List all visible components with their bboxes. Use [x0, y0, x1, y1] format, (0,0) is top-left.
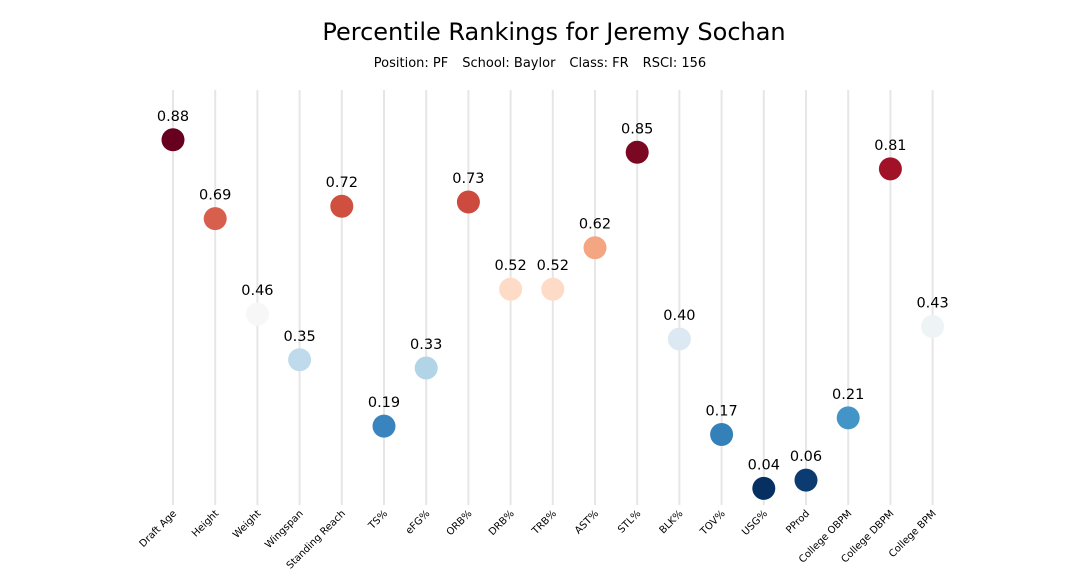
data-point: [203, 207, 227, 231]
data-point: [372, 414, 396, 438]
data-point: [583, 236, 607, 260]
position-info: Position: PF: [373, 56, 449, 71]
x-tick-label: BLK%: [658, 508, 686, 536]
data-point: [541, 277, 565, 301]
x-tick-label: PProd: [784, 508, 812, 536]
value-label: 0.21: [832, 387, 864, 403]
data-point: [878, 157, 902, 181]
value-label: 0.19: [368, 395, 400, 411]
value-label: 0.04: [748, 457, 780, 473]
value-label: 0.17: [705, 403, 737, 419]
value-label: 0.69: [199, 188, 231, 204]
data-point: [161, 128, 185, 152]
value-label: 0.43: [916, 296, 948, 312]
value-label: 0.52: [537, 258, 569, 274]
value-label: 0.73: [452, 171, 484, 187]
x-tick-label: TRB%: [530, 508, 559, 537]
value-label: 0.72: [326, 175, 358, 191]
value-label: 0.33: [410, 337, 442, 353]
value-label: 0.88: [157, 109, 189, 125]
data-point: [794, 468, 818, 492]
data-point: [414, 356, 438, 380]
value-label: 0.62: [579, 217, 611, 233]
x-tick-label: AST%: [573, 508, 601, 536]
x-tick-label: DRB%: [487, 508, 517, 538]
value-label: 0.46: [241, 283, 273, 299]
value-label: 0.40: [663, 308, 695, 324]
data-point: [499, 277, 523, 301]
x-tick-label: TS%: [366, 508, 390, 532]
data-point: [710, 422, 734, 446]
value-label: 0.85: [621, 121, 653, 137]
value-label: 0.81: [874, 138, 906, 154]
x-tick-label: eFG%: [404, 508, 432, 536]
class-info: Class: FR: [569, 56, 629, 71]
chart-title: Percentile Rankings for Jeremy Sochan: [322, 18, 786, 46]
data-point: [245, 302, 269, 326]
data-point: [288, 348, 312, 372]
data-point: [836, 406, 860, 430]
rsci-info: RSCI: 156: [642, 56, 707, 71]
markers: [161, 128, 945, 500]
x-tick-label: TOV%: [698, 508, 728, 538]
value-label: 0.52: [494, 258, 526, 274]
x-tick-label: ORB%: [445, 508, 475, 538]
data-point: [330, 194, 354, 218]
x-tick-label: Height: [190, 508, 221, 539]
x-tick-label: Weight: [231, 508, 263, 540]
data-point: [456, 190, 480, 214]
chart-subtitle: Position: PF School: Baylor Class: FR RSCI:…: [0, 56, 1080, 71]
x-tick-label: STL%: [616, 508, 643, 535]
x-tick-label: Draft Age: [138, 508, 180, 550]
x-tick-label: USG%: [740, 508, 770, 538]
data-point: [625, 140, 649, 164]
school-info: School: Baylor: [462, 56, 556, 71]
value-label: 0.06: [790, 449, 822, 465]
data-point: [667, 327, 691, 351]
value-label: 0.35: [283, 329, 315, 345]
value-labels: 0.88 0.69 0.46 0.35 0.72 0.19 0.33 0.73 0.52 0.52…: [157, 109, 949, 474]
data-point: [921, 315, 945, 339]
x-tick-label: Wingspan: [263, 508, 306, 551]
data-point: [752, 476, 776, 500]
